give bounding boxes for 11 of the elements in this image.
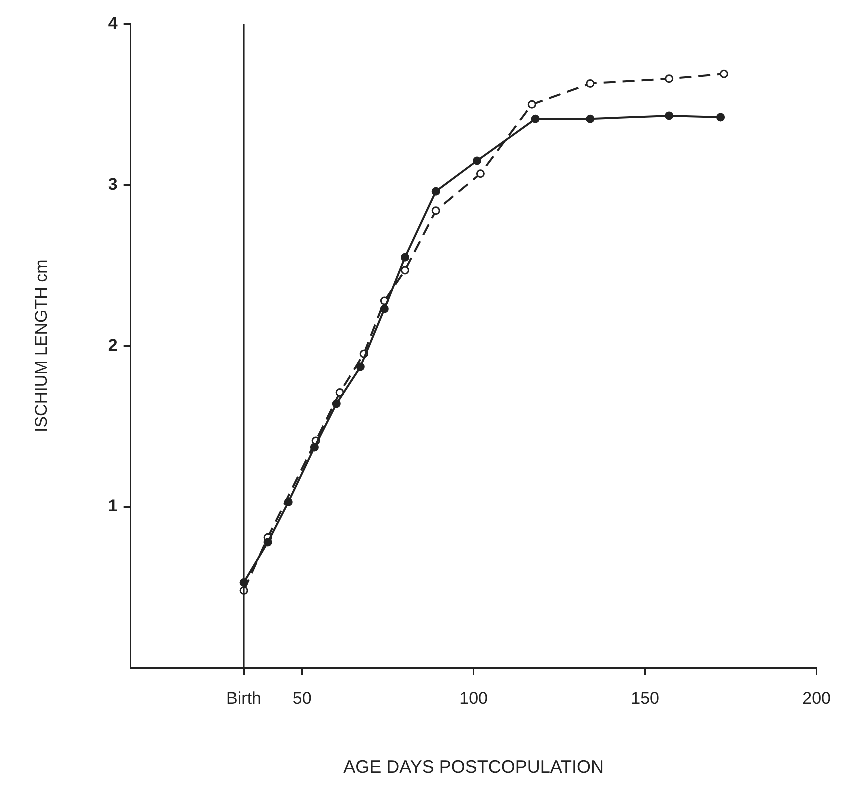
x-tick-label: 50 [292,688,312,708]
x-tick-label: 100 [460,688,488,708]
y-tick-label: 3 [108,174,118,194]
y-tick-label: 2 [108,336,118,355]
x-axis-title: AGE DAYS POSTCOPULATION [344,757,604,778]
x-tick-label: 150 [631,688,660,708]
y-tick-label: 1 [108,496,118,516]
x-tick-label: 200 [802,688,832,708]
y-tick-label: 4 [108,14,118,33]
x-tick-label: Birth [226,688,262,708]
y-axis-title: ISCHIUM LENGTH cm [32,260,51,433]
